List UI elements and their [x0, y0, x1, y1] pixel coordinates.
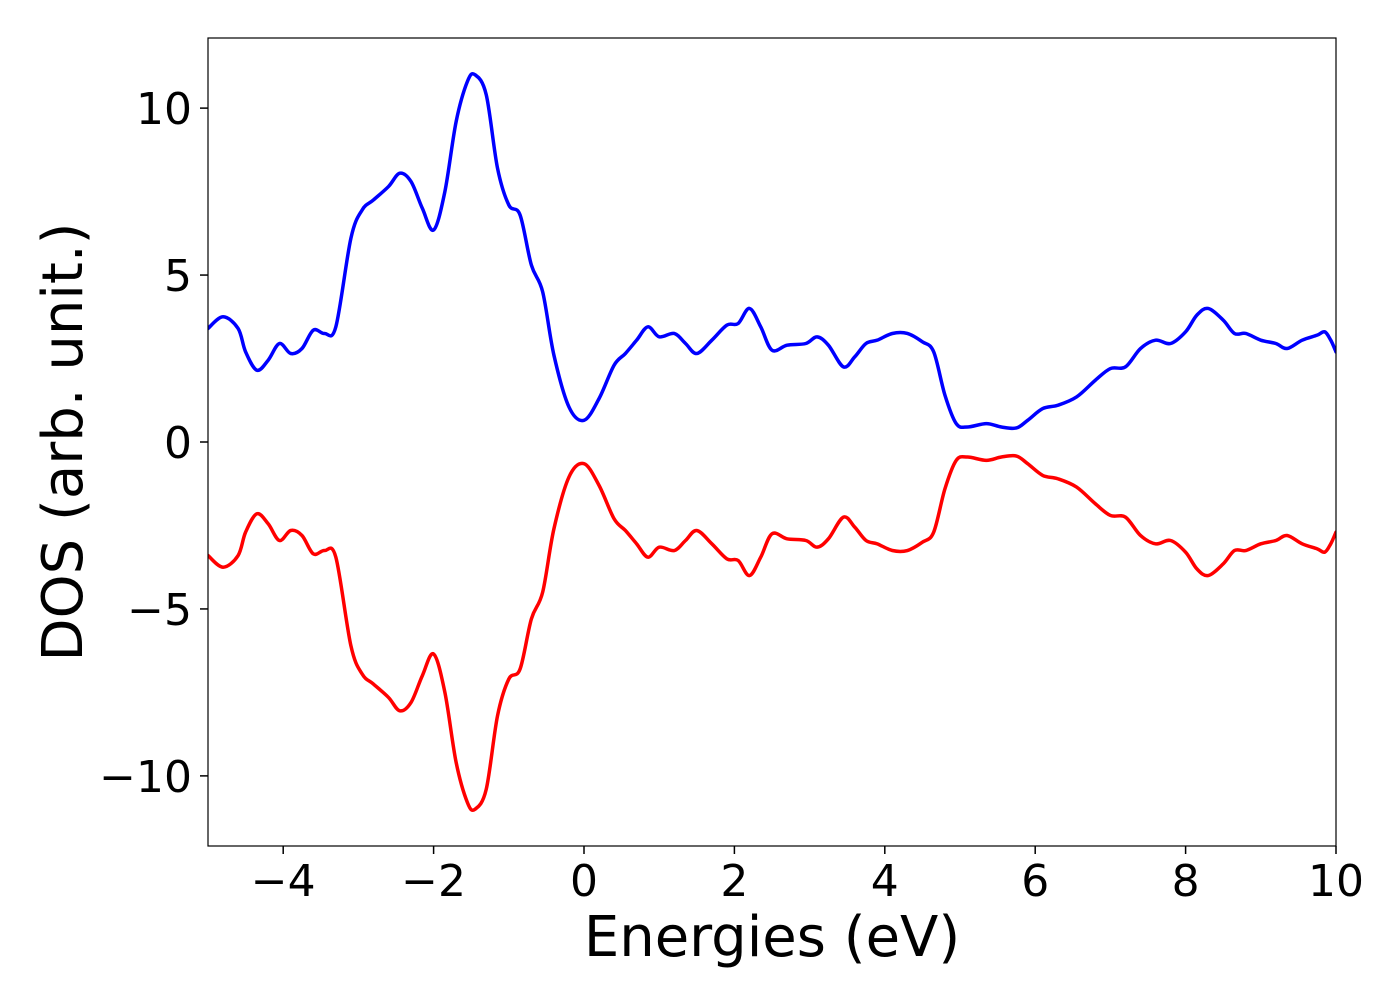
y-tick-label: 0 — [164, 418, 192, 469]
x-axis-ticks: −4 −2 0 2 4 6 8 10 — [251, 846, 1364, 907]
x-axis-title: Energies (eV) — [584, 905, 960, 970]
x-tick-label: 4 — [871, 856, 899, 907]
x-tick-label: −2 — [401, 856, 466, 907]
x-tick-label: 0 — [570, 856, 598, 907]
y-tick-label: 10 — [136, 84, 192, 135]
x-tick-label: 8 — [1172, 856, 1200, 907]
y-axis-title: DOS (arb. unit.) — [31, 222, 96, 661]
series-layer — [208, 71, 1336, 813]
y-tick-label: 5 — [164, 251, 192, 302]
x-tick-label: −4 — [251, 856, 316, 907]
series-line-2 — [208, 453, 1336, 813]
x-tick-label: 10 — [1308, 856, 1364, 907]
x-tick-label: 6 — [1021, 856, 1049, 907]
plot-frame — [207, 37, 1337, 847]
y-tick-label: −5 — [127, 585, 192, 636]
y-axis-ticks: −10 −5 0 5 10 — [99, 84, 208, 803]
y-tick-label: −10 — [99, 752, 192, 803]
x-tick-label: 2 — [720, 856, 748, 907]
series-line-1 — [208, 71, 1336, 431]
